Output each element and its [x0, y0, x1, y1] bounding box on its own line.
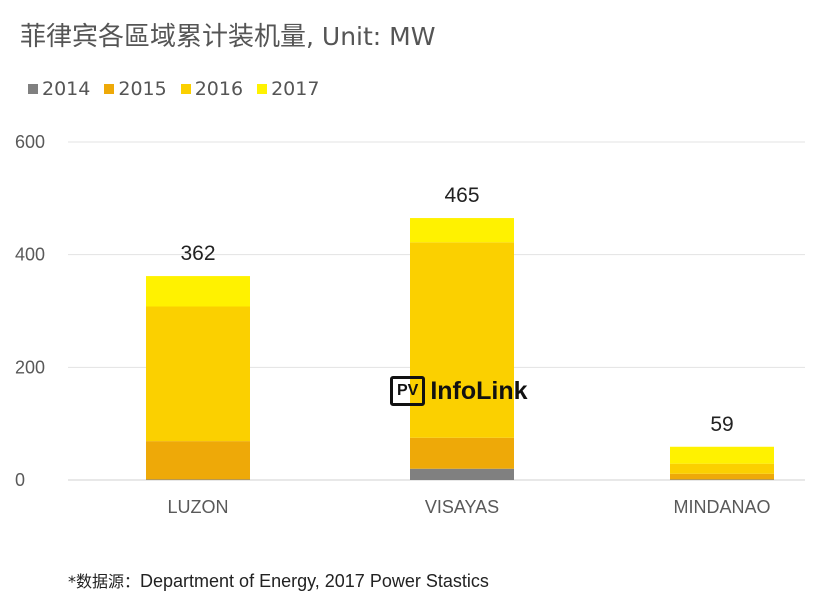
total-label-visayas: 465 [444, 184, 479, 207]
legend-swatch-2017 [257, 84, 268, 94]
bar-mindanao-2017 [670, 446, 774, 464]
watermark-logo: PV InfoLink [390, 376, 528, 406]
legend-item-2016: 2016 [180, 78, 244, 100]
bar-luzon-2017 [146, 276, 250, 307]
legend-swatch-2015 [104, 84, 115, 94]
watermark-text: InfoLink [430, 376, 528, 405]
bar-visayas-2014 [410, 468, 514, 480]
watermark-badge: PV [390, 376, 426, 406]
total-label-mindanao: 59 [710, 413, 733, 436]
bar-luzon-2014 [146, 479, 250, 480]
x-tick-label-visayas: VISAYAS [425, 497, 499, 517]
chart-title: 菲律宾各區域累计装机量, Unit: MW [20, 16, 435, 53]
bar-luzon-2015 [146, 441, 250, 480]
bar-mindanao-2014 [670, 479, 774, 480]
bar-visayas-2017 [410, 218, 514, 243]
source-text: Department of Energy, 2017 Power Stastic… [140, 571, 489, 591]
legend-swatch-2014 [28, 84, 38, 94]
bar-mindanao-2015 [670, 473, 774, 480]
source-prefix: *数据源： [68, 572, 141, 591]
chart-title-unit: , Unit: MW [306, 22, 436, 51]
y-tick-label-0: 0 [15, 470, 25, 490]
bar-visayas-2016 [410, 242, 514, 438]
source-note: *数据源：Department of Energy, 2017 Power St… [68, 568, 489, 592]
legend-label-2016: 2016 [194, 78, 244, 100]
legend-item-2014: 2014 [28, 78, 90, 100]
legend: 2014 2015 2016 2017 [28, 78, 319, 100]
legend-item-2017: 2017 [257, 78, 319, 100]
x-tick-label-luzon: LUZON [167, 497, 228, 517]
bar-luzon-2016 [146, 306, 250, 442]
legend-swatch-2016 [180, 84, 191, 94]
legend-item-2015: 2015 [104, 78, 167, 100]
legend-label-2015: 2015 [118, 78, 167, 100]
y-tick-label-200: 200 [15, 357, 45, 377]
y-tick-label-600: 600 [15, 132, 45, 152]
legend-label-2014: 2014 [42, 78, 91, 100]
x-tick-label-mindanao: MINDANAO [673, 497, 770, 517]
total-label-luzon: 362 [180, 242, 215, 265]
legend-label-2017: 2017 [271, 78, 320, 100]
bar-visayas-2015 [410, 437, 514, 469]
y-tick-label-400: 400 [15, 245, 45, 265]
chart-title-main: 菲律宾各區域累计装机量 [20, 22, 307, 52]
bar-mindanao-2016 [670, 463, 774, 474]
